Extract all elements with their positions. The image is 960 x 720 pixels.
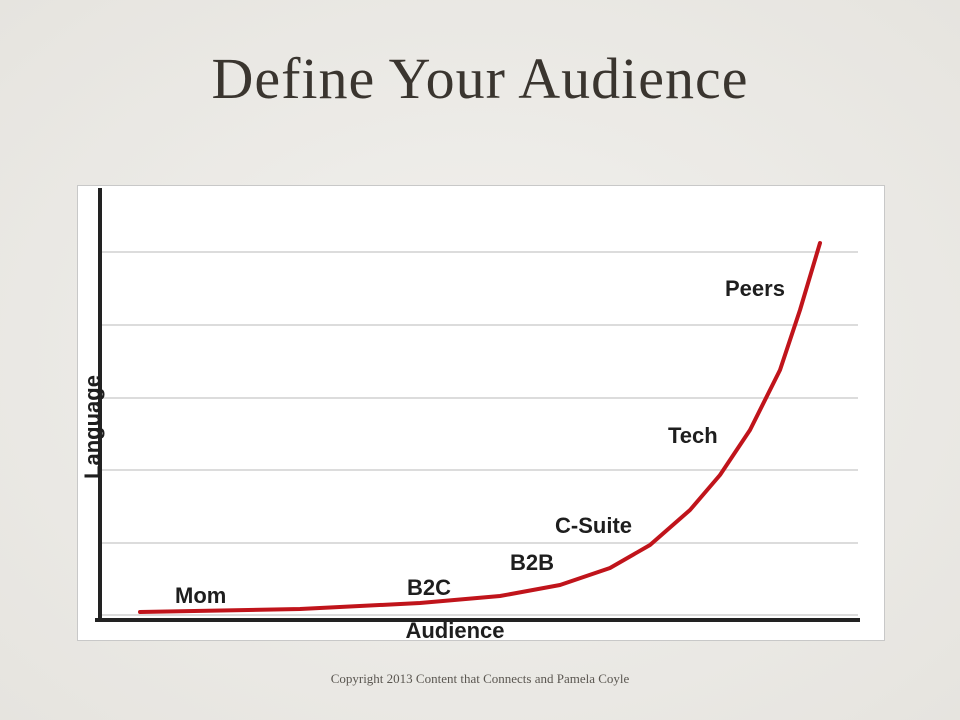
- y-axis-label: Language: [80, 375, 105, 479]
- figure: Mom B2C B2B C-Suite Tech Peers Audience …: [77, 185, 885, 641]
- curve: [138, 241, 822, 614]
- axes: [95, 188, 860, 622]
- label: Tech: [668, 423, 718, 448]
- footer: Copyright 2013 Content that Connects and…: [330, 671, 630, 686]
- label: Peers: [725, 276, 785, 301]
- label: B2B: [510, 550, 554, 575]
- x-axis-label: Audience: [405, 618, 504, 641]
- label: Mom: [175, 583, 226, 608]
- grid: [100, 251, 858, 616]
- label: C-Suite: [555, 513, 632, 538]
- figure-frame: [77, 185, 885, 641]
- slide-title: Define Your Audience: [211, 46, 749, 111]
- label: B2C: [407, 575, 451, 600]
